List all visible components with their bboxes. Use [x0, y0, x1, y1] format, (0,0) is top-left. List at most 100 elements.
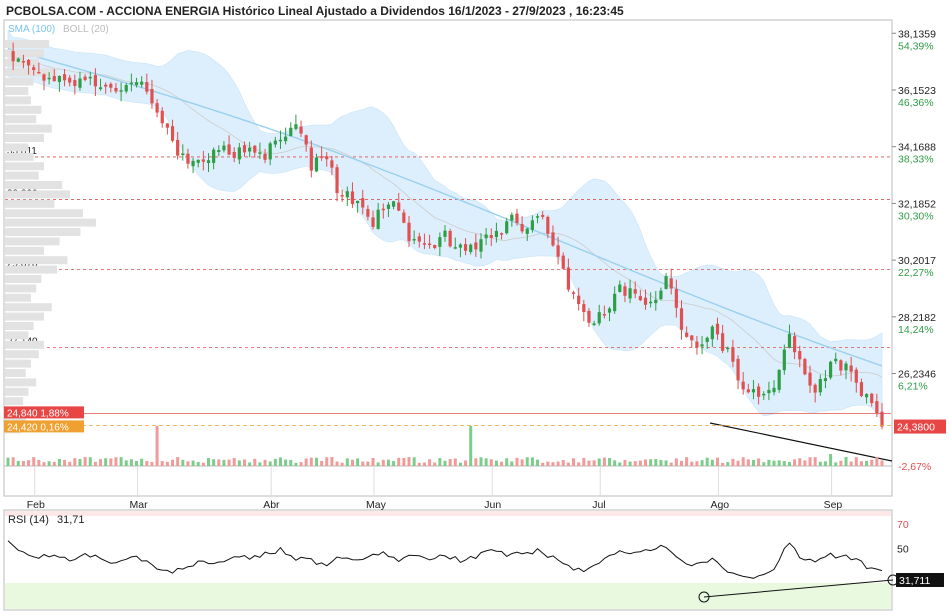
volume-bar: [165, 461, 169, 466]
candle-body: [695, 341, 699, 348]
volume-bar: [751, 459, 755, 466]
candle-body: [623, 286, 627, 296]
volume-bar: [402, 458, 406, 466]
volume-bar: [11, 457, 15, 466]
volume-profile-bar: [5, 134, 44, 142]
candle-body: [515, 213, 519, 223]
candle-body: [489, 235, 493, 238]
candle-body: [284, 136, 288, 142]
volume-bar: [566, 462, 570, 466]
y-tick-pct: 6,21%: [898, 381, 928, 393]
candle-body: [443, 230, 447, 237]
candle-body: [674, 289, 678, 308]
volume-bar: [361, 461, 365, 466]
volume-profile-bar: [5, 256, 68, 265]
candle-body: [289, 127, 293, 137]
candle-body: [263, 153, 267, 160]
volume-bar: [258, 462, 262, 466]
volume-bar: [484, 458, 488, 466]
candle-body: [685, 332, 689, 337]
volume-bar: [731, 458, 735, 466]
candle-body: [253, 145, 257, 153]
volume-profile-bar: [5, 87, 29, 95]
candle-body: [47, 77, 51, 80]
volume-bar: [767, 459, 771, 466]
candle-body: [412, 238, 416, 241]
candle-body: [114, 87, 118, 92]
candle-body: [350, 191, 355, 204]
volume-bar: [633, 461, 637, 466]
volume-bar: [253, 458, 257, 466]
volume-bar: [294, 462, 298, 466]
bollinger-mid: [7, 53, 883, 378]
candle-body: [628, 288, 632, 299]
volume-bar: [849, 461, 853, 466]
candle-body: [710, 326, 714, 340]
candle-body: [469, 244, 473, 252]
candle-body: [484, 234, 488, 239]
candle-body: [93, 75, 97, 87]
candle-body: [278, 139, 283, 142]
volume-bar: [47, 461, 51, 466]
candle-body: [803, 359, 807, 375]
volume-bar: [78, 459, 82, 466]
volume-profile-bar: [5, 209, 83, 218]
volume-profile-bar: [5, 350, 39, 359]
y-tick-pct: 38,33%: [898, 154, 934, 166]
candle-body: [618, 284, 622, 292]
candle-body: [834, 358, 838, 362]
candle-body: [577, 295, 581, 305]
y-tick-pct: 14,24%: [898, 324, 934, 336]
candle-body: [124, 85, 128, 92]
candle-body: [11, 51, 15, 62]
candle-body: [505, 221, 509, 234]
volume-bar: [834, 462, 838, 466]
support-trendline: [709, 422, 893, 462]
volume-bar: [536, 459, 540, 466]
volume-profile-bar: [5, 378, 37, 387]
volume-profile-bar: [5, 143, 29, 152]
volume-bar: [659, 459, 663, 466]
volume-bar: [248, 462, 252, 466]
volume-bar: [602, 457, 606, 466]
candle-body: [422, 243, 427, 245]
volume-bar: [309, 457, 313, 466]
candle-body: [494, 230, 499, 238]
volume-bar: [464, 460, 468, 466]
candle-body: [597, 312, 601, 324]
rsi-panel-frame: [3, 509, 893, 611]
candle-body: [715, 323, 720, 335]
volume-bar: [191, 460, 195, 466]
tag-low-label: 24,420 0,16%: [7, 422, 69, 433]
candle-body: [659, 290, 663, 300]
chart-title: PCBOLSA.COM - ACCIONA ENERGIA Histórico …: [6, 4, 624, 18]
volume-bar: [196, 462, 200, 466]
volume-profile-bar: [5, 265, 57, 274]
candle-body: [381, 208, 385, 211]
candle-body: [299, 126, 303, 134]
candle-body: [232, 151, 236, 158]
candle-body: [16, 58, 20, 62]
candle-body: [119, 90, 123, 92]
volume-profile-bar: [5, 237, 60, 246]
candle-body: [602, 313, 606, 316]
volume-bar: [746, 459, 750, 466]
candle-body: [217, 150, 221, 152]
volume-bar: [448, 459, 452, 466]
volume-bar: [726, 462, 730, 466]
volume-bar: [859, 461, 863, 466]
volume-bar: [407, 457, 411, 466]
volume-bar: [412, 457, 416, 466]
candle-body: [587, 310, 591, 323]
candle-body: [669, 278, 673, 289]
volume-bar: [186, 461, 190, 466]
volume-bar: [762, 462, 766, 466]
volume-panel-frame: [3, 465, 893, 497]
candle-body: [42, 74, 46, 81]
candle-body: [21, 61, 26, 63]
volume-bar: [376, 462, 380, 466]
volume-bar: [541, 462, 545, 466]
rsi-last-box: [896, 573, 944, 587]
candle-body: [643, 297, 648, 305]
candle-body: [320, 156, 324, 158]
